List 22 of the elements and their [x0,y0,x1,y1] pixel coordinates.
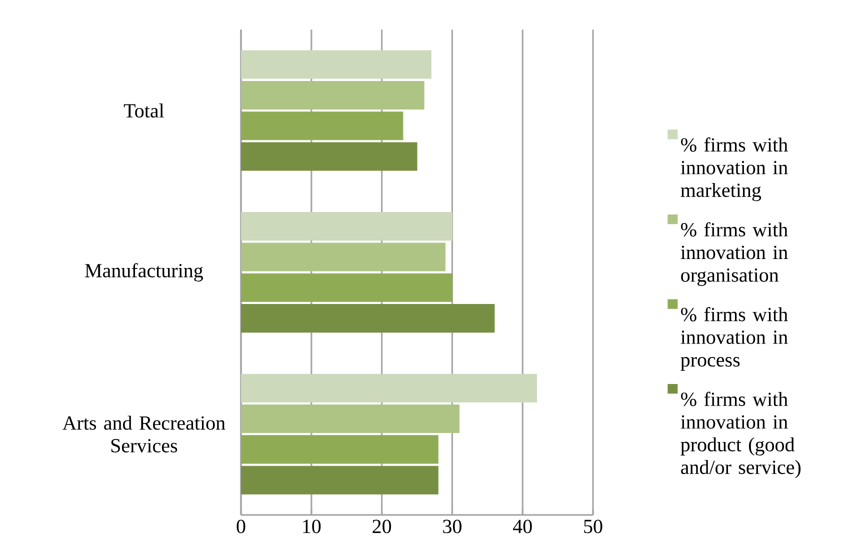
bar [241,466,438,494]
legend-label: % firms with innovation in product (good and/or service) [680,392,801,478]
x-tick-label: 10 [303,520,321,534]
bar [241,142,418,171]
bar [241,50,432,79]
x-tick-label: 0 [236,520,246,534]
x-tick-label: 40 [513,520,532,534]
legend-label: % firms with innovation in organisation [680,222,788,286]
bar [241,304,495,333]
bar [241,242,446,272]
bar [241,374,537,402]
legend-label: % firms with innovation in process [680,307,788,371]
bar [241,80,424,110]
bar [241,404,460,434]
y-tick-label: Arts and Recreation Services [62,416,226,452]
y-tick-label: Manufacturing [85,263,203,282]
legend-label: % firms with innovation in marketing [680,137,788,202]
y-tick-label: Total [124,104,164,118]
x-tick-label: 30 [443,520,462,534]
bar [241,212,452,241]
x-tick-label: 20 [372,520,392,534]
x-tick-label: 50 [584,520,602,534]
